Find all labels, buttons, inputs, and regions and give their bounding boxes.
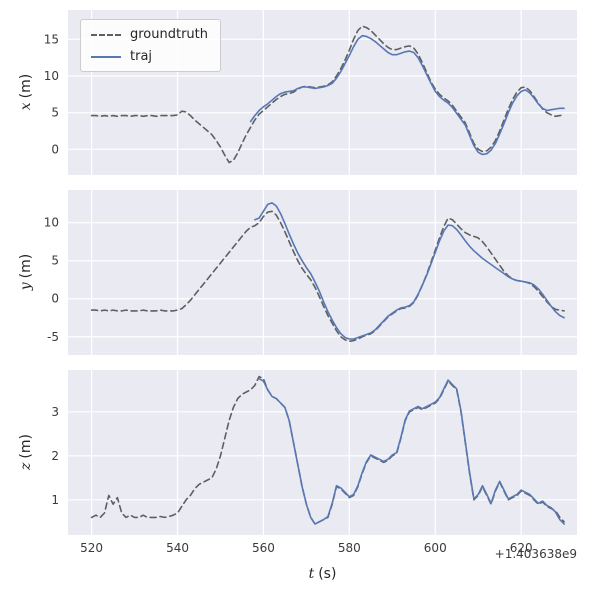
axes-background-2 [68,370,577,535]
x-tick-label: 620 [510,541,533,555]
legend: groundtruth traj [80,19,222,72]
y-tick-label: 2 [51,449,59,463]
y-tick-label: 5 [51,254,59,268]
series-traj-subplot-2 [258,377,565,525]
x-axis-label-var: t [308,566,315,582]
y-tick-label: 0 [51,142,59,156]
x-tick-label: 540 [166,541,189,555]
x-axis-label-unit: (s) [318,566,337,582]
y-axis-label-z-unit: (m) [18,434,34,459]
y-axis-label-x-var: x [18,102,34,111]
legend-label-traj: traj [130,49,153,64]
y-axis-label-x-unit: (m) [18,73,34,99]
y-tick-label: -5 [47,330,59,344]
y-tick-label: 0 [51,292,59,306]
series-traj-subplot-0 [249,34,565,156]
x-axis-label: t (s) [68,566,577,582]
x-axis-offset-text: +1.403638e9 [494,547,577,561]
x-tick-label: 520 [80,541,103,555]
y-axis-label-z-var: z [18,462,34,470]
y-tick-label: 10 [44,69,59,83]
legend-item-groundtruth: groundtruth [91,27,208,42]
y-axis-label-y-var: y [18,282,34,291]
y-tick-label: 10 [44,216,59,230]
y-tick-label: 1 [51,493,59,507]
legend-line-traj [91,55,121,58]
y-tick-label: 15 [44,32,59,46]
legend-label-groundtruth: groundtruth [130,27,209,42]
legend-line-groundtruth [91,33,121,36]
legend-item-traj: traj [91,49,208,64]
y-tick-label: 3 [51,405,59,419]
x-tick-label: 580 [338,541,361,555]
y-axis-label-z: z (m) [18,434,34,470]
y-axis-label-y: y (m) [18,254,34,290]
series-groundtruth-subplot-1 [90,210,565,343]
series-traj-subplot-1 [254,202,565,340]
y-axis-label-y-unit: (m) [18,253,34,279]
y-axis-label-x: x (m) [18,74,34,110]
y-tick-label: 5 [51,106,59,120]
x-tick-label: 600 [424,541,447,555]
axes-background-1 [68,190,577,355]
x-tick-label: 560 [252,541,275,555]
